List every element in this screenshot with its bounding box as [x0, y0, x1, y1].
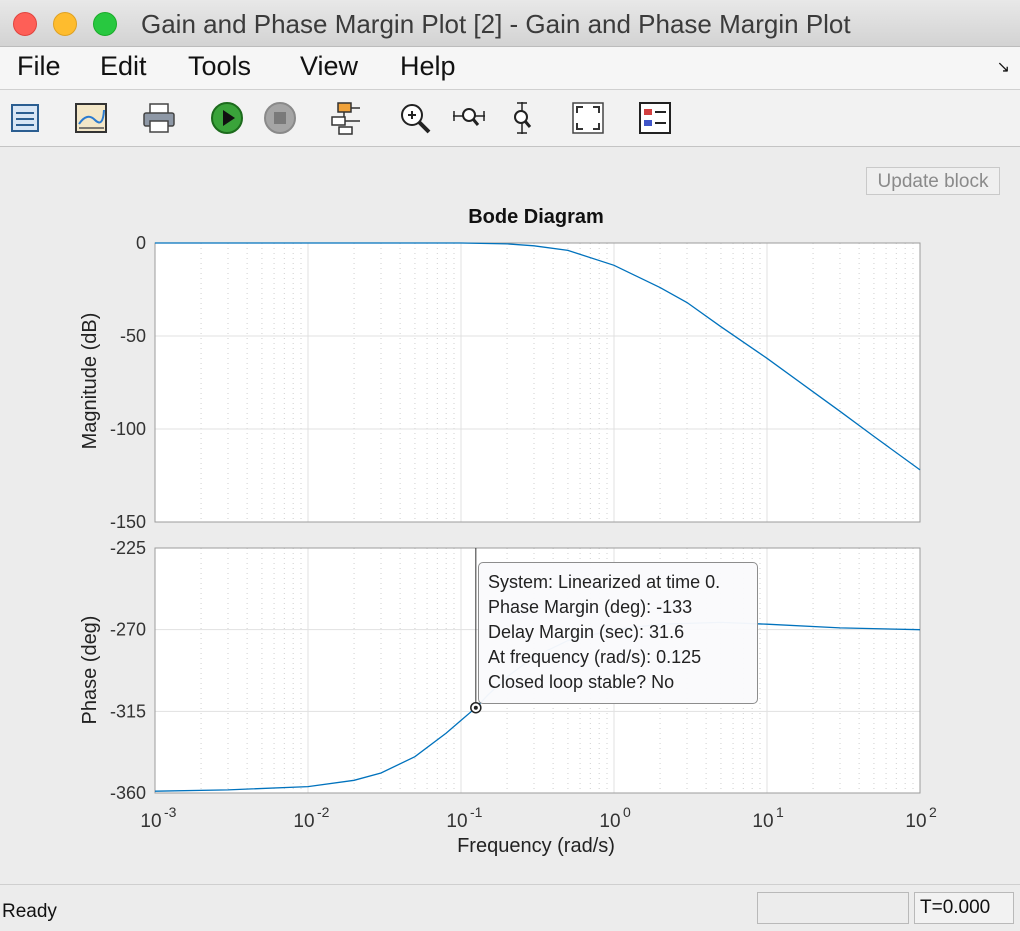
- x-tick-exponent: -3: [164, 804, 177, 820]
- menu-tools[interactable]: Tools: [188, 51, 252, 81]
- highlight-block-icon[interactable]: [329, 100, 365, 136]
- y-tick-label: -150: [110, 512, 146, 532]
- datatip-stability: Closed loop stable? No: [488, 672, 675, 692]
- y-tick-label: -315: [110, 701, 146, 721]
- toolbar: [0, 90, 1020, 147]
- bode-plot: Bode Diagram 0 -50 -100 -150 -225 -270 -315 -36…: [79, 206, 937, 857]
- menu-view[interactable]: View: [300, 51, 359, 81]
- menu-edit[interactable]: Edit: [100, 51, 147, 81]
- status-field: [757, 892, 909, 924]
- axes-box-0: [154, 242, 921, 523]
- datatip-frequency: At frequency (rad/s): 0.125: [488, 647, 702, 667]
- x-tick-label: 10: [752, 811, 773, 832]
- close-window-button[interactable]: [13, 12, 37, 36]
- run-icon[interactable]: [209, 100, 245, 136]
- y-tick-label: -225: [110, 538, 146, 558]
- x-tick-label: 10: [599, 811, 620, 832]
- title-bar: Gain and Phase Margin Plot [2] - Gain an…: [0, 0, 1020, 47]
- x-tick-exponent: 0: [623, 804, 631, 820]
- legend-icon[interactable]: [637, 100, 673, 136]
- update-block-button[interactable]: Update block: [866, 167, 1000, 195]
- dock-icon[interactable]: ↘: [996, 59, 1010, 76]
- margin-datatip: System: Linearized at time 0. Phase Marg…: [478, 562, 758, 704]
- zoom-y-icon[interactable]: [504, 100, 540, 136]
- axes-box-1: [154, 547, 921, 794]
- y-tick-label: -270: [110, 620, 146, 640]
- maximize-window-button[interactable]: [93, 12, 117, 36]
- menu-help[interactable]: Help: [400, 51, 456, 81]
- menu-bar: File Edit Tools View Help ↘: [0, 47, 1020, 90]
- magnitude-axis-label: Magnitude (dB): [79, 313, 101, 450]
- fit-to-view-icon[interactable]: [570, 100, 606, 136]
- chart-title: Bode Diagram: [468, 206, 604, 228]
- y-tick-label: -50: [120, 326, 146, 346]
- x-tick-label: 10: [293, 811, 314, 832]
- x-tick-exponent: -1: [470, 804, 483, 820]
- minimize-window-button[interactable]: [53, 12, 77, 36]
- zoom-x-icon[interactable]: [451, 100, 487, 136]
- block-parameters-icon[interactable]: [7, 100, 43, 136]
- plot-area-0: [155, 243, 920, 522]
- status-bar: Ready T=0.000: [0, 884, 1020, 931]
- plot-settings-icon[interactable]: [73, 100, 109, 136]
- datatip-delay-margin: Delay Margin (sec): 31.6: [488, 622, 685, 642]
- window-title: Gain and Phase Margin Plot [2] - Gain an…: [141, 9, 851, 39]
- datatip-system: System: Linearized at time 0.: [488, 572, 721, 592]
- magnitude-series-line: [155, 242, 921, 471]
- print-icon[interactable]: [141, 100, 177, 136]
- x-tick-label: 10: [905, 811, 926, 832]
- y-tick-label: -100: [110, 419, 146, 439]
- zoom-in-icon[interactable]: [397, 100, 433, 136]
- x-tick-exponent: 2: [929, 804, 937, 820]
- phase-axis-label: Phase (deg): [79, 616, 101, 725]
- x-tick-label: 10: [140, 811, 161, 832]
- stop-icon[interactable]: [262, 100, 298, 136]
- status-text: Ready: [2, 901, 57, 922]
- x-tick-label: 10: [446, 811, 467, 832]
- x-axis-label: Frequency (rad/s): [457, 835, 615, 857]
- datatip-phase-margin: Phase Margin (deg): -133: [488, 597, 693, 617]
- x-tick-exponent: -2: [317, 804, 330, 820]
- menu-file[interactable]: File: [17, 51, 61, 81]
- y-tick-label: -360: [110, 783, 146, 803]
- x-tick-exponent: 1: [776, 804, 784, 820]
- phase-margin-marker-dot: [473, 705, 478, 710]
- y-tick-label: 0: [136, 233, 146, 253]
- simulation-time: T=0.000: [914, 892, 1014, 924]
